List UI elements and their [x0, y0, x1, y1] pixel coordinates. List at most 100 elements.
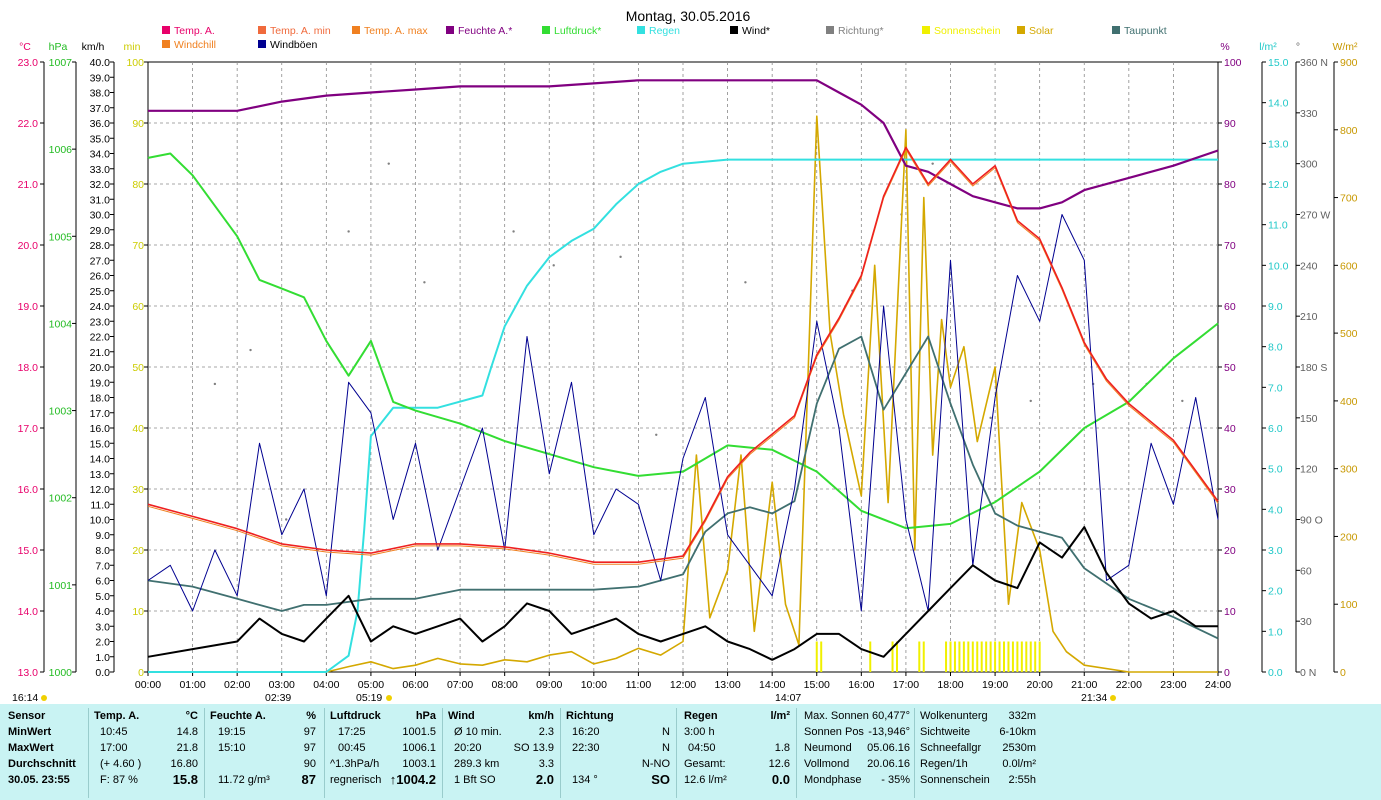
- sunshine-bar: [989, 641, 992, 672]
- wind-tick-label: 9.0: [95, 530, 110, 542]
- sun_min-tick-label: 20: [132, 545, 144, 557]
- percent-tick-label: 80: [1224, 179, 1236, 191]
- direction-tick-label: 60: [1300, 565, 1312, 577]
- rain-max-time: 04:50: [688, 742, 716, 754]
- legend-label: Windchill: [174, 39, 216, 51]
- wind-tick-label: 32.0: [90, 179, 111, 191]
- solar-tick-label: 600: [1340, 260, 1358, 272]
- temp-tick-label: 17.0: [18, 423, 39, 435]
- wind-tick-label: 34.0: [90, 149, 111, 161]
- direction-dot: [989, 416, 992, 420]
- wind-current-value: 2.0: [535, 772, 554, 787]
- statistics-panel: Sensor MinWert MaxWert Durchschnitt 30.0…: [0, 704, 1381, 800]
- temp-tick-label: 15.0: [18, 545, 39, 557]
- direction-max-time: 22:30: [572, 742, 600, 754]
- series-line-windb-en: [147, 214, 1219, 612]
- direction-min-value: N: [662, 726, 670, 738]
- legend-swatch: [730, 26, 738, 34]
- wind-tick-label: 17.0: [90, 408, 111, 420]
- temp-current-humidity: F: 87 %: [100, 774, 138, 786]
- humidity-min-time: 19:15: [218, 726, 246, 738]
- humidity-unit: %: [306, 710, 316, 722]
- sunshine-bar: [994, 641, 997, 672]
- wind-tick-label: 19.0: [90, 377, 111, 389]
- legend-label: Windböen: [270, 39, 317, 51]
- marker-time: 14:07: [775, 692, 801, 704]
- solar-tick-label: 500: [1340, 328, 1358, 340]
- sunshine-bar: [1025, 641, 1028, 672]
- sun_min-tick-label: 40: [132, 423, 144, 435]
- rain-tick-label: 10.0: [1268, 260, 1289, 272]
- solar-tick-label: 400: [1340, 396, 1358, 408]
- marker-time: 02:39: [265, 692, 291, 704]
- rain-tick-label: 5.0: [1268, 464, 1283, 476]
- legend-label: Temp. A.: [174, 25, 215, 37]
- series-line-temp-band: [147, 148, 1219, 565]
- unit-label: l/m²: [1259, 41, 1277, 53]
- sunshine-bar: [945, 641, 948, 672]
- percent-tick-label: 50: [1224, 362, 1236, 374]
- wind-tick-label: 27.0: [90, 255, 111, 267]
- temp-tick-label: 19.0: [18, 301, 39, 313]
- pressure-max-time: 00:45: [338, 742, 366, 754]
- solar-tick-label: 200: [1340, 531, 1358, 543]
- wind-tick-label: 1.0: [95, 652, 110, 664]
- direction-dot: [1181, 399, 1184, 403]
- x-tick-label: 24:00: [1205, 679, 1231, 691]
- pressure-avg-value: 1003.1: [402, 758, 436, 770]
- temp-header: Temp. A.: [94, 710, 140, 722]
- sensor-header: Sensor: [8, 710, 46, 722]
- direction-current-degrees: 134 °: [572, 774, 598, 786]
- marker-start-time: 16:14: [12, 692, 38, 704]
- rain-total-value: 12.6: [768, 758, 790, 770]
- sunshine-bar: [958, 641, 961, 672]
- humidity-max-time: 15:10: [218, 742, 246, 754]
- rain-column: Regen l/m² 3:00 h 04:50 1.8 Gesamt: 12.6…: [678, 704, 794, 800]
- rain-tick-label: 11.0: [1268, 220, 1288, 232]
- temp-tick-label: 16.0: [18, 484, 39, 496]
- rain-tick-label: 15.0: [1268, 57, 1289, 69]
- wind-tick-label: 18.0: [90, 393, 111, 405]
- rain-tick-label: 2.0: [1268, 586, 1283, 598]
- x-tick-label: 05:00: [358, 679, 384, 691]
- percent-tick-label: 90: [1224, 118, 1236, 130]
- humidity-current-value: 87: [301, 772, 316, 787]
- direction-header: Richtung: [566, 710, 614, 722]
- wind-tick-label: 21.0: [90, 347, 111, 359]
- legend-swatch: [637, 26, 645, 34]
- solar-tick-label: 100: [1340, 599, 1358, 611]
- wind-tick-label: 29.0: [90, 225, 111, 237]
- rain-unit: l/m²: [770, 710, 790, 722]
- marker-sunset: 21:34: [1081, 692, 1107, 704]
- sun_min-tick-label: 50: [132, 362, 144, 374]
- rain-tick-label: 1.0: [1268, 626, 1283, 638]
- sunshine-bar: [962, 641, 965, 672]
- humidity-column: Feuchte A. % 19:15 97 15:10 97 90 11.72 …: [206, 704, 320, 800]
- rain-tick-label: 4.0: [1268, 504, 1283, 516]
- sunshine-bar: [998, 641, 1001, 672]
- x-tick-label: 13:00: [714, 679, 740, 691]
- snowline-label: Schneefallgr: [920, 742, 982, 754]
- pressure-tick-label: 1000: [49, 667, 73, 679]
- legend-label: Regen: [649, 25, 680, 37]
- sunshine-bar: [1003, 641, 1005, 672]
- rain-duration: 3:00 h: [684, 726, 715, 738]
- legend-label: Luftdruck*: [554, 25, 601, 37]
- rain-current-value: 0.0: [771, 772, 790, 787]
- legend-swatch: [542, 26, 550, 34]
- legend-swatch: [258, 40, 266, 48]
- rain-max-value: 1.8: [774, 742, 790, 754]
- direction-tick-label: 90 O: [1300, 515, 1323, 527]
- legend-label: Feuchte A.*: [458, 25, 512, 37]
- solar-tick-label: 0: [1340, 667, 1346, 679]
- humidity-min-value: 97: [303, 726, 316, 738]
- sun_min-tick-label: 60: [132, 301, 144, 313]
- humidity-avg-value: 90: [303, 758, 316, 770]
- percent-tick-label: 60: [1224, 301, 1236, 313]
- direction-dot: [213, 382, 217, 386]
- sun_min-tick-label: 80: [132, 179, 144, 191]
- gridlines: [148, 62, 1218, 672]
- sunshine-bar: [820, 641, 823, 672]
- wind-tick-label: 3.0: [95, 621, 110, 633]
- wind-tick-label: 7.0: [95, 560, 110, 572]
